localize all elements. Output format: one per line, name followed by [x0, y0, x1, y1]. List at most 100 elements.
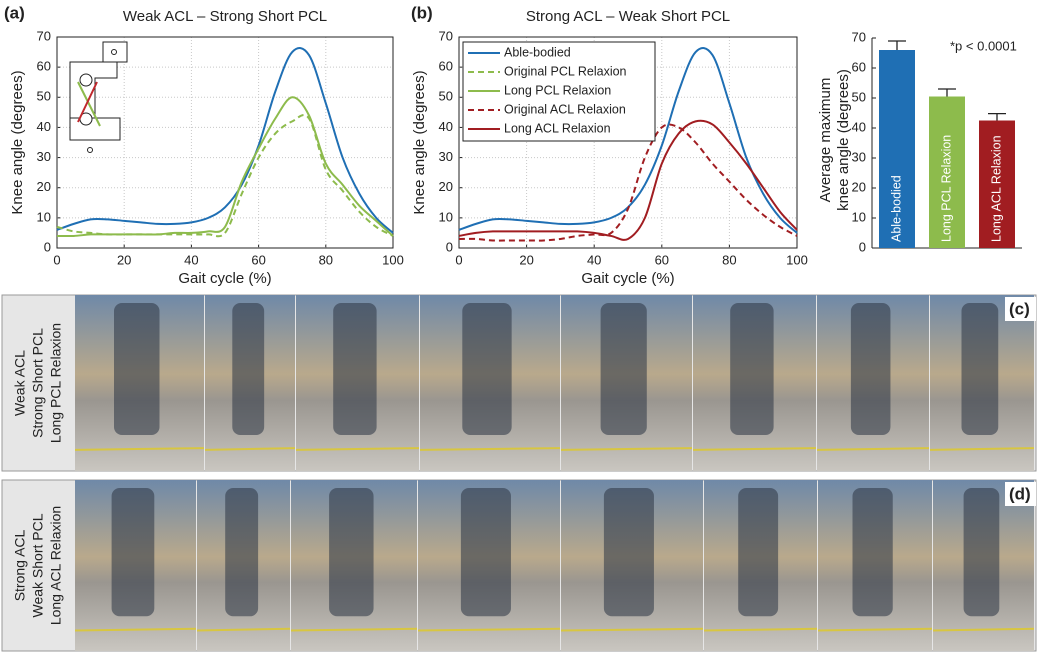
legend-label: Original PCL Relaxion — [504, 64, 627, 78]
legend-label: Original ACL Relaxion — [504, 102, 626, 116]
row-caption: Long PCL Relaxion — [48, 323, 64, 443]
x-axis-label: Gait cycle (%) — [581, 270, 674, 287]
x-axis-label: Gait cycle (%) — [178, 270, 271, 287]
x-tick-label: 80 — [319, 252, 333, 267]
walker-silhouette — [730, 303, 774, 435]
y-tick-label: 70 — [439, 28, 453, 43]
walker-silhouette — [225, 488, 259, 617]
floor-line — [560, 627, 704, 632]
walker-silhouette — [852, 488, 893, 617]
x-tick-label: 0 — [455, 252, 462, 267]
y-tick-label: 10 — [852, 209, 866, 224]
y-tick-label: 50 — [852, 89, 866, 104]
line-series — [56, 47, 394, 234]
error-bar — [888, 40, 906, 50]
floor-line — [74, 447, 205, 451]
walker-silhouette — [961, 303, 999, 435]
y-tick-label: 20 — [37, 179, 51, 194]
y-tick-label: 50 — [37, 89, 51, 104]
y-axis-label: knee angle (degrees) — [835, 69, 852, 211]
y-tick-label: 40 — [852, 119, 866, 134]
bar — [879, 50, 915, 248]
y-tick-label: 0 — [44, 239, 51, 254]
chart-title: Strong ACL – Weak Short PCL — [526, 8, 730, 25]
floor-line — [419, 447, 561, 451]
y-tick-label: 0 — [859, 239, 866, 254]
error-bar — [938, 88, 956, 97]
y-axis-label: Knee angle (degrees) — [9, 70, 26, 214]
walker-silhouette — [232, 303, 265, 435]
floor-line — [196, 627, 291, 632]
panel-label: (d) — [1009, 484, 1031, 503]
legend-label: Able-bodied — [504, 45, 571, 59]
error-bar — [988, 112, 1006, 121]
x-tick-label: 20 — [117, 252, 131, 267]
line-series — [458, 119, 798, 241]
y-tick-label: 20 — [852, 179, 866, 194]
y-tick-label: 30 — [439, 149, 453, 164]
y-tick-label: 40 — [439, 119, 453, 134]
x-tick-label: 20 — [519, 252, 533, 267]
legend: Able-bodied Original PCL Relaxion Long PCL… — [462, 41, 656, 142]
y-tick-label: 0 — [446, 239, 453, 254]
line-series — [56, 96, 394, 238]
plot-frame — [458, 36, 798, 249]
plot-frame — [56, 36, 394, 249]
panel-label: (b) — [411, 3, 433, 22]
x-tick-label: 60 — [251, 252, 265, 267]
walker-silhouette — [111, 488, 155, 617]
floor-line — [295, 447, 420, 451]
floor-line — [417, 627, 561, 632]
bar — [979, 120, 1015, 248]
y-axis-label: Average maximum — [817, 78, 834, 203]
y-tick-label: 10 — [439, 209, 453, 224]
chart-title: Weak ACL – Strong Short PCL — [123, 8, 327, 25]
annotation: *p < 0.0001 — [950, 38, 1017, 53]
walker-silhouette — [738, 488, 779, 617]
panel-label-bg — [1005, 297, 1036, 321]
y-tick-label: 30 — [852, 149, 866, 164]
y-tick-label: 70 — [852, 29, 866, 44]
floor-line — [204, 447, 296, 451]
walker-silhouette — [850, 303, 891, 435]
legend-label: Long ACL Relaxion — [504, 121, 611, 135]
walker-silhouette — [333, 303, 377, 435]
walker-silhouette — [600, 303, 647, 435]
y-tick-label: 50 — [439, 89, 453, 104]
x-tick-label: 100 — [382, 252, 404, 267]
x-tick-label: 80 — [722, 252, 736, 267]
floor-line — [692, 447, 817, 451]
x-tick-label: 40 — [587, 252, 601, 267]
y-axis-label: Knee angle (degrees) — [411, 70, 428, 214]
bar-category-label: Able-bodied — [889, 175, 903, 242]
row-caption: Weak Short PCL — [30, 513, 46, 617]
floor-line — [703, 627, 818, 632]
line-series — [458, 123, 798, 242]
y-tick-label: 30 — [37, 149, 51, 164]
floor-line — [817, 627, 933, 632]
row-caption: Strong Short PCL — [30, 328, 46, 438]
y-tick-label: 10 — [37, 209, 51, 224]
knee-diagram — [69, 41, 128, 153]
floor-line — [816, 447, 930, 451]
row-caption: Strong ACL — [12, 529, 28, 601]
x-tick-label: 0 — [53, 252, 60, 267]
floor-line — [560, 447, 693, 451]
floor-line — [932, 627, 1035, 632]
x-tick-label: 40 — [184, 252, 198, 267]
walker-silhouette — [462, 303, 512, 435]
bar-category-label: Long ACL Relaxion — [989, 135, 1003, 242]
panel-label: (c) — [1009, 299, 1030, 318]
row-caption: Long ACL Relaxion — [48, 506, 64, 625]
legend-label: Long PCL Relaxion — [504, 83, 611, 97]
bar — [929, 96, 965, 248]
y-tick-label: 70 — [37, 28, 51, 43]
row-caption: Weak ACL — [12, 350, 28, 416]
y-tick-label: 60 — [37, 59, 51, 74]
y-tick-label: 40 — [37, 119, 51, 134]
floor-line — [74, 627, 197, 632]
y-tick-label: 60 — [852, 59, 866, 74]
bar-category-label: Long PCL Relaxion — [939, 135, 953, 242]
walker-silhouette — [603, 488, 654, 617]
